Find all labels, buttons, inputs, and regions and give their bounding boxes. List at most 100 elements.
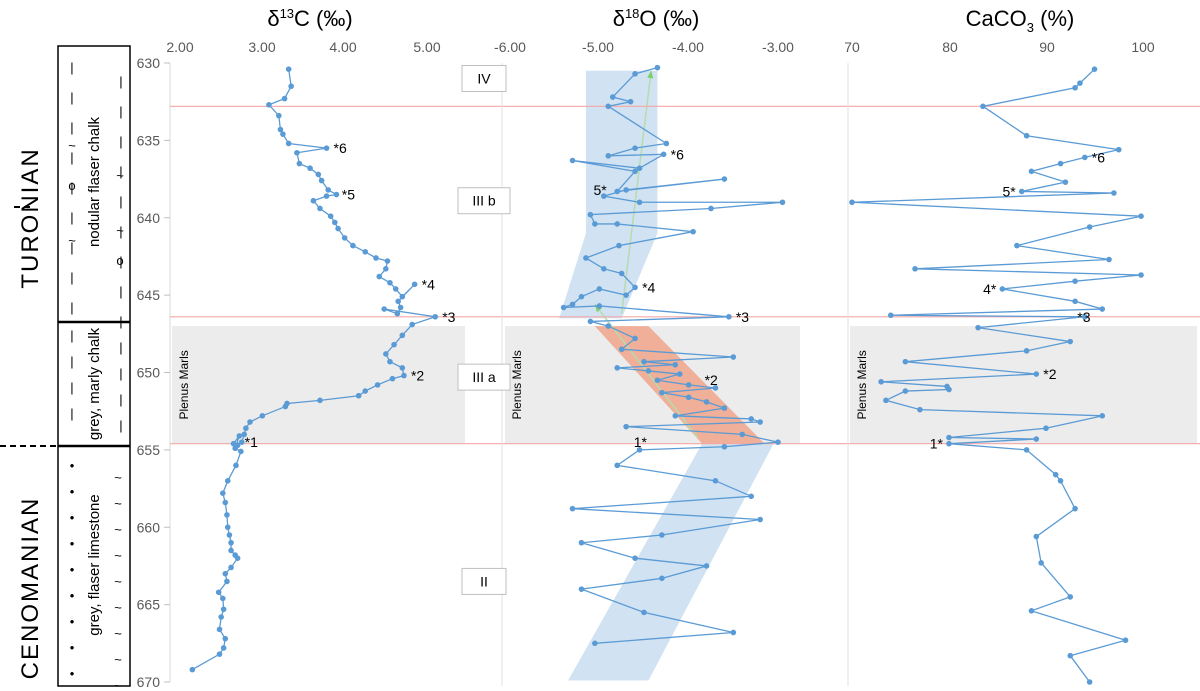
data-point — [247, 419, 253, 425]
data-point — [1014, 242, 1020, 249]
marker-annotation: *3 — [1077, 309, 1090, 325]
data-point — [1057, 478, 1064, 484]
lith-symbol-wave: ~ — [114, 548, 122, 563]
marker-annotation: *3 — [442, 309, 455, 325]
data-point — [234, 555, 241, 561]
data-point — [645, 368, 652, 374]
data-point — [569, 301, 576, 308]
lith-symbol-dot: • — [70, 484, 75, 499]
data-point — [1033, 533, 1040, 540]
lith-symbol-nodule: o — [68, 178, 75, 193]
lith-symbol-tick: | — [119, 392, 122, 407]
data-point — [1091, 66, 1098, 72]
depth-tick-label: 665 — [137, 597, 161, 613]
lith-symbol-wave: ~ — [68, 233, 76, 248]
unit-box-label: III a — [472, 369, 496, 385]
lith-symbol-tick: | — [119, 254, 122, 269]
lith-symbol-tick: | — [70, 406, 73, 421]
lithology-symbols: ||||||||||||||||||~~~~oo||||||||•~•~•~•~… — [68, 60, 124, 691]
depth-tick-label: 635 — [137, 132, 161, 148]
lith-symbol-wave: ~ — [114, 574, 122, 589]
lith-symbol-wave: ~ — [114, 678, 122, 691]
marker-annotation: *5 — [342, 187, 355, 203]
depth-tick-label: 660 — [137, 519, 161, 535]
data-point — [614, 365, 620, 371]
data-point — [1138, 213, 1144, 220]
marker-annotation: *3 — [736, 309, 749, 325]
data-point — [578, 539, 585, 546]
data-point — [748, 493, 754, 500]
data-point — [605, 323, 612, 329]
marker-annotation: 1* — [634, 434, 648, 450]
data-point — [1033, 436, 1040, 442]
data-point — [902, 388, 909, 394]
marker-annotation: *4 — [422, 276, 435, 292]
data-point — [220, 645, 227, 651]
data-point — [878, 378, 884, 385]
lith-label-grey-marly-chalk: grey, marly chalk — [86, 327, 103, 440]
data-point — [663, 140, 670, 147]
data-point — [224, 478, 231, 484]
data-point — [946, 434, 952, 441]
data-point — [1038, 560, 1044, 566]
data-point — [276, 112, 282, 119]
lith-symbol-dot: • — [70, 588, 75, 603]
data-point — [1138, 272, 1144, 278]
depth-tick-label: 640 — [137, 210, 161, 226]
data-point — [703, 399, 710, 405]
marker-annotation: *6 — [334, 140, 347, 156]
stage-label-turonian: TURONIAN — [17, 147, 44, 288]
data-point — [318, 177, 325, 184]
data-point — [601, 266, 607, 272]
data-point — [676, 371, 683, 377]
data-point — [849, 199, 855, 206]
data-point — [307, 165, 313, 172]
lith-symbol-tick: | — [70, 240, 73, 255]
data-point — [399, 365, 406, 371]
data-point — [672, 413, 679, 419]
data-point — [703, 563, 710, 569]
x-tick-label: 70 — [844, 39, 860, 55]
data-point — [659, 532, 665, 538]
data-point — [373, 255, 379, 261]
lith-symbol-dot: • — [70, 666, 75, 681]
data-point — [980, 103, 986, 110]
depth-tick-label: 645 — [137, 287, 161, 303]
data-point — [341, 235, 348, 241]
data-point — [587, 318, 594, 325]
data-point — [632, 71, 638, 77]
lith-symbol-wave: ~ — [68, 138, 76, 153]
lithology-column: TURONIAN CENOMANIAN nodular flaser chalk… — [0, 45, 131, 691]
stage-label-cenomanian: CENOMANIAN — [17, 497, 44, 680]
data-point — [641, 358, 647, 365]
depth-axis: 630 635 640 645 650 655 660 665 670 — [137, 55, 171, 690]
data-point — [596, 303, 603, 309]
data-point — [216, 626, 223, 633]
data-point — [1023, 447, 1030, 453]
trend-arrow-head — [647, 70, 654, 79]
data-point — [376, 273, 383, 280]
data-point — [282, 403, 289, 410]
depth-tick-label: 670 — [137, 674, 161, 690]
marker-annotation: 1* — [930, 436, 944, 452]
lith-symbol-tick: | — [119, 194, 122, 209]
lith-symbol-wave: ~ — [114, 522, 122, 537]
data-point — [374, 382, 381, 388]
data-point — [614, 462, 620, 469]
plenus-marls-label: Plenus Marls — [510, 350, 524, 419]
data-point — [999, 286, 1006, 292]
data-point — [215, 589, 222, 596]
data-point — [721, 405, 728, 411]
lith-symbol-tick: | — [119, 74, 122, 89]
data-point — [730, 354, 737, 360]
data-point — [739, 431, 746, 438]
data-point — [614, 221, 620, 227]
unit-box-label: II — [480, 573, 488, 589]
data-point — [636, 199, 643, 206]
data-point — [1062, 179, 1069, 185]
lith-symbol-dot: • — [70, 458, 75, 473]
data-point — [230, 440, 237, 447]
data-point — [1067, 594, 1074, 600]
x-tick-label: 100 — [1131, 39, 1155, 55]
